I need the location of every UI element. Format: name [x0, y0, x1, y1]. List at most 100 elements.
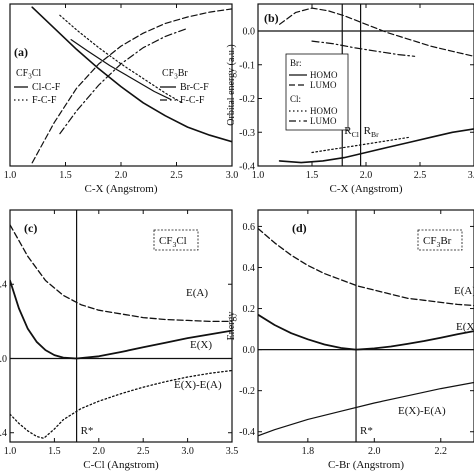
x-tick-label-c: 1.5: [48, 446, 61, 457]
x-axis-label-d: C-Br (Angstrom): [328, 459, 404, 471]
legend-group-title-b-1: Cl:: [290, 94, 301, 104]
panel-label-a: (a): [14, 45, 28, 59]
y-axis-label-d: Energy: [226, 312, 237, 341]
x-tick-label-a: 3.0: [226, 170, 239, 181]
axes-frame-d: [257, 209, 474, 443]
legend-group-title-b-0: Br:: [290, 58, 302, 68]
series-line-d-1: [258, 313, 474, 351]
panel-label-b: (b): [264, 11, 279, 25]
x-axis-label-a: C-X (Angstrom): [84, 183, 157, 195]
series-line-b-3: [311, 136, 410, 154]
x-tick-label-b: 1.0: [252, 170, 265, 181]
reference-line-label-b-1: RBr: [364, 125, 379, 139]
legend-title-cf3cl-main: CF: [16, 68, 29, 79]
y-tick-label-b: -0.1: [239, 60, 255, 71]
compound-title-d-main: CF: [423, 235, 436, 247]
y-tick-label-b: -0.3: [239, 128, 255, 139]
reference-line-label-b-0: RCl: [344, 125, 359, 139]
x-tick-label-c: 3.5: [226, 446, 239, 457]
x-tick-label-a: 1.0: [4, 170, 17, 181]
reference-line-label-b-1-main: R: [364, 125, 372, 137]
reference-line-label-c: R*: [81, 425, 94, 437]
series-line-c-1: [10, 279, 232, 360]
x-tick-label-c: 2.0: [93, 446, 106, 457]
x-tick-label-a: 2.0: [115, 170, 128, 181]
legend-entry-b-0-0: HOMO: [310, 70, 338, 80]
x-tick-label-d: 1.8: [302, 446, 315, 457]
series-line-b-2: [278, 128, 474, 164]
compound-title-d: CF3Br: [423, 235, 452, 249]
chart-panel-d: 1.8 2.0 2.2 0.6 0.4 0.2 0.0 -0.2 -0.4 C-Br (Angst…: [226, 209, 474, 471]
compound-title-d-tail: Br: [440, 235, 451, 247]
reference-line-label-b-1-sub: Br: [371, 130, 379, 139]
series-line-d-0: [258, 227, 474, 307]
chart-panel-c: 1.0 1.5 2.0 2.5 3.0 3.5 0.4 0.0 -0.4 C-Cl (Angstr…: [0, 209, 239, 471]
series-line-a-4: [31, 8, 232, 164]
legend-title-cf3br-tail: Br: [178, 68, 189, 79]
y-tick-label-b: -0.4: [239, 162, 255, 173]
series-line-b-1: [311, 40, 416, 57]
y-tick-label-d: 0.4: [243, 263, 256, 274]
legend-entry-a1-1: F-C-F: [32, 95, 57, 106]
y-axis-label-b: Orbital energy (a.u.): [226, 44, 237, 125]
series-line-a-2: [70, 38, 172, 101]
compound-title-box-d: [417, 229, 463, 251]
legend-title-cf3cl-sub: 3: [28, 73, 32, 81]
series-group-d: [258, 227, 474, 437]
series-line-a-0: [31, 6, 232, 143]
x-tick-label-d: 2.0: [368, 446, 381, 457]
reference-line-label-b-0-main: R: [344, 125, 352, 137]
series-group-b: [278, 7, 474, 164]
legend-title-cf3cl: CF3Cl: [16, 68, 41, 81]
y-tick-label-d: 0.0: [243, 345, 256, 356]
x-tick-label-c: 1.0: [4, 446, 17, 457]
curve-annotation-c-0: E(A): [186, 287, 208, 299]
compound-title-c-tail: Cl: [176, 235, 186, 247]
curve-annotation-d-0: E(A): [454, 285, 474, 297]
panel-label-c: (c): [24, 221, 37, 235]
series-line-a-3: [59, 27, 189, 135]
legend-title-cf3cl-tail: Cl: [32, 68, 42, 79]
legend-entry-a2-0: Br-C-F: [180, 82, 209, 93]
y-tick-label-d: -0.4: [239, 427, 255, 438]
y-tick-label-d: 0.2: [243, 304, 256, 315]
y-tick-label-c: 0.0: [0, 354, 7, 365]
curve-annotation-c-2: E(X)-E(A): [174, 379, 222, 391]
x-tick-label-c: 2.5: [137, 446, 150, 457]
legend-title-cf3br-main: CF: [162, 68, 175, 79]
series-line-a-1: [59, 14, 183, 104]
series-group-c: [10, 224, 232, 439]
y-tick-label-d: 0.6: [243, 222, 256, 233]
x-tick-label-d: 2.2: [435, 446, 448, 457]
compound-title-c: CF3Cl: [159, 235, 187, 249]
reference-line-label-d: R*: [360, 425, 373, 437]
curve-annotation-d-2: E(X)-E(A): [398, 405, 446, 417]
x-axis-label-c: C-Cl (Angstrom): [83, 459, 159, 471]
reference-line-label-b-0-sub: Cl: [352, 130, 359, 139]
legend-entry-a1-0: Cl-C-F: [32, 82, 61, 93]
legend-entry-b-1-1: LUMO: [310, 116, 337, 126]
legend-entry-b-0-1: LUMO: [310, 80, 337, 90]
x-tick-label-b: 2.5: [414, 170, 427, 181]
x-tick-label-c: 3.0: [181, 446, 194, 457]
series-group-a: [31, 6, 232, 164]
x-tick-label-b: 2.0: [360, 170, 373, 181]
chart-panel-b: 1.0 1.5 2.0 2.5 3.0 0.0 -0.1 -0.2 -0.3 -0.4 C-X (A…: [226, 3, 474, 195]
y-tick-label-d: -0.2: [239, 386, 255, 397]
x-tick-label-a: 1.5: [59, 170, 72, 181]
x-tick-label-b: 1.5: [306, 170, 319, 181]
series-line-c-0: [10, 224, 232, 323]
panel-label-d: (d): [292, 221, 307, 235]
y-tick-label-c: -0.4: [0, 428, 7, 439]
legend-entry-b-1-0: HOMO: [310, 106, 338, 116]
legend-title-cf3br-sub: 3: [174, 73, 178, 81]
y-tick-label-c: 0.4: [0, 280, 7, 291]
x-tick-label-b: 3.0: [468, 170, 474, 181]
compound-title-c-main: CF: [159, 235, 172, 247]
curve-annotation-c-1: E(X): [190, 339, 212, 351]
legend-box-b: [285, 53, 349, 131]
axes-frame-c: [9, 209, 233, 443]
compound-title-box-c: [153, 229, 199, 251]
x-axis-label-b: C-X (Angstrom): [329, 183, 402, 195]
